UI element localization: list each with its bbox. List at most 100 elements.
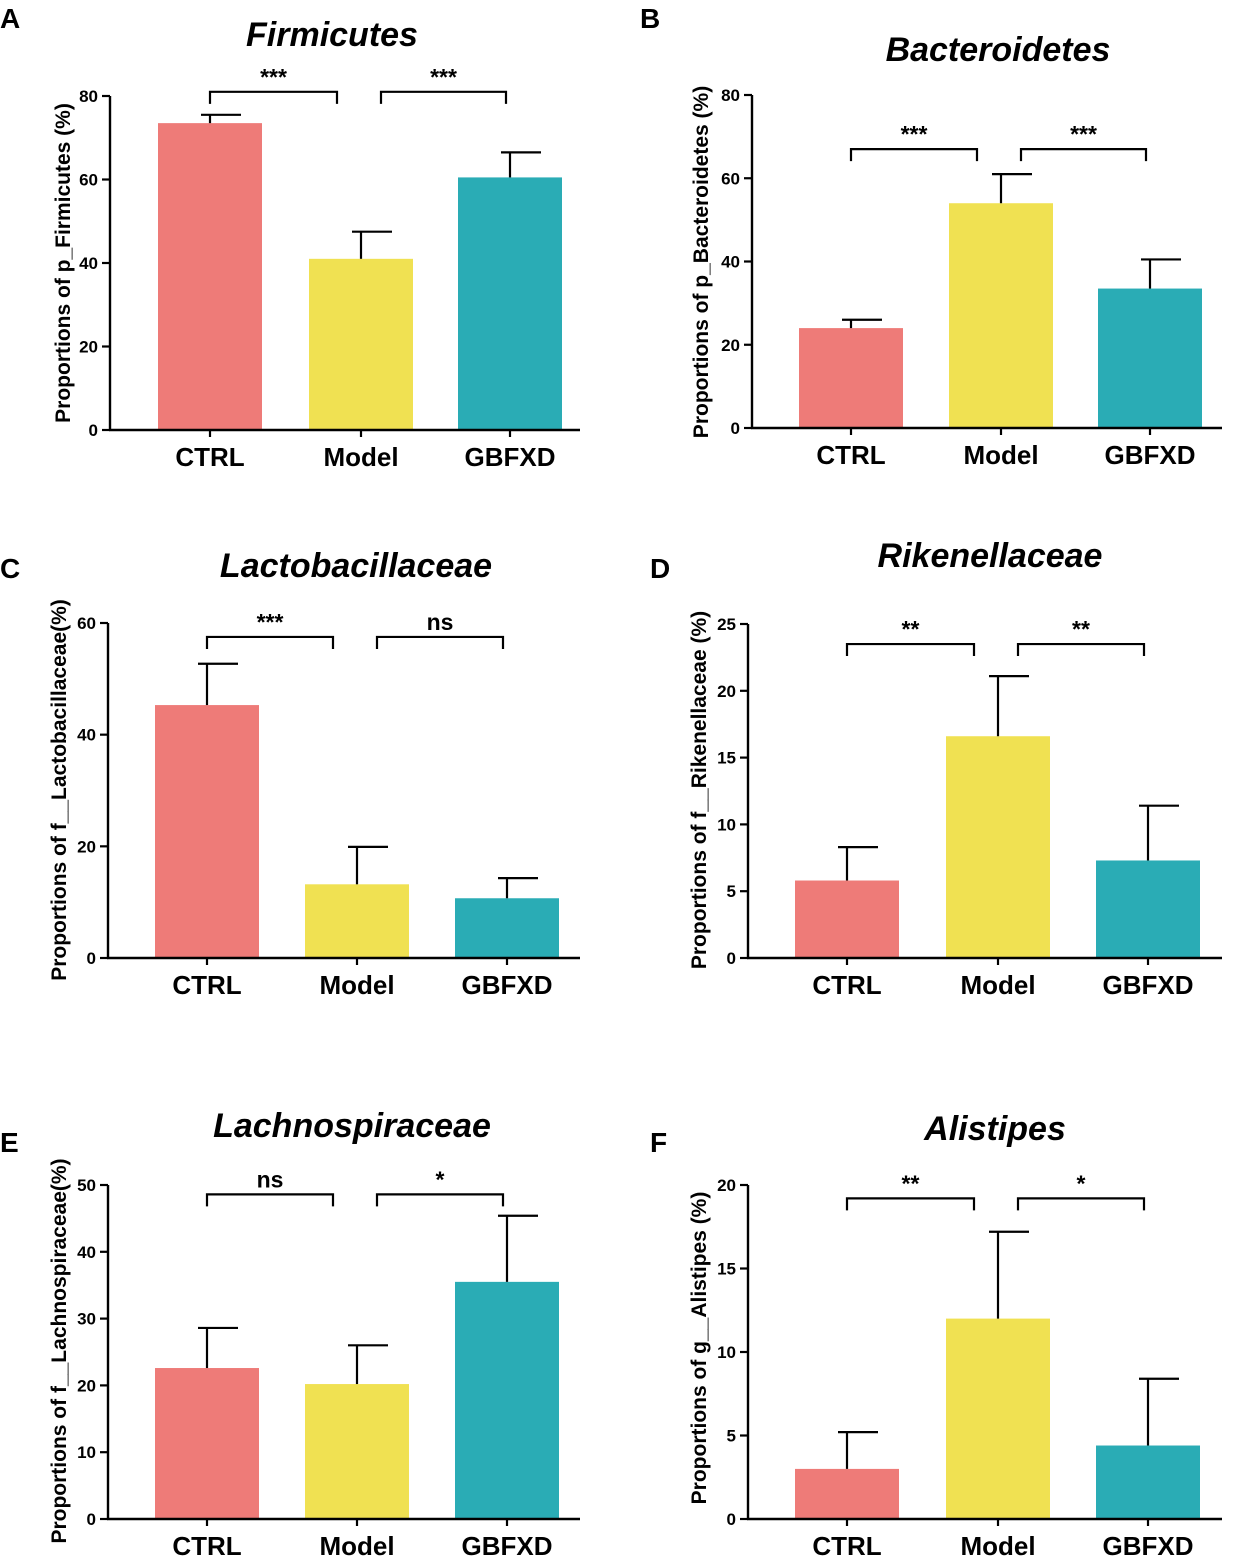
y-axis-label: Proportions of f__Lachnospiraceae(%) — [48, 1158, 71, 1543]
x-tick-label: GBFXD — [1103, 970, 1194, 1000]
x-tick-label: Model — [963, 440, 1038, 470]
chart-title: Alistipes — [923, 1110, 1066, 1148]
significance-label: * — [436, 1166, 445, 1192]
x-tick-label: CTRL — [816, 440, 885, 470]
significance-label: ** — [902, 1170, 920, 1196]
panel-f: F Alistipes Proportions of g__Alistipes … — [650, 1110, 1222, 1557]
bar-ctrl — [158, 123, 262, 430]
significance-label: ns — [257, 1166, 284, 1192]
chart-title: Lactobacillaceae — [220, 547, 492, 585]
y-axis-label: Proportions of p_Bacteroidetes (%) — [690, 86, 713, 438]
panel-a: A Firmicutes Proportions of p_Firmicutes… — [0, 3, 580, 472]
bar-model — [309, 258, 413, 430]
y-tick-label: 15 — [717, 1260, 736, 1279]
x-tick-label: Model — [960, 1531, 1035, 1557]
bar-model — [946, 1318, 1050, 1519]
bar-gbfxd — [1096, 860, 1200, 958]
y-tick-label: 0 — [87, 1510, 96, 1529]
y-tick-label: 10 — [717, 1343, 736, 1362]
y-tick-label: 20 — [717, 682, 736, 701]
y-tick-label: 25 — [717, 615, 736, 634]
panel-letter: A — [0, 3, 20, 34]
bar-gbfxd — [1098, 288, 1202, 428]
y-axis-label: Proportions of p_Firmicutes (%) — [52, 103, 75, 423]
y-tick-label: 10 — [717, 815, 736, 834]
x-tick-label: GBFXD — [462, 970, 553, 1000]
x-tick-label: CTRL — [172, 970, 241, 1000]
y-tick-label: 0 — [731, 419, 740, 438]
significance-label: *** — [1070, 121, 1097, 147]
y-tick-label: 60 — [79, 171, 98, 190]
significance-label: ns — [427, 609, 454, 635]
bar-gbfxd — [1096, 1445, 1200, 1519]
significance-bracket — [208, 90, 339, 104]
y-tick-label: 60 — [77, 614, 96, 633]
x-tick-label: Model — [319, 970, 394, 1000]
y-tick-label: 50 — [77, 1176, 96, 1195]
x-tick-label: Model — [319, 1531, 394, 1557]
x-tick-label: CTRL — [172, 1531, 241, 1557]
significance-label: *** — [257, 609, 284, 635]
panel-letter: D — [650, 553, 670, 584]
y-tick-label: 0 — [89, 421, 98, 440]
significance-bracket — [205, 1193, 335, 1207]
bar-model — [305, 884, 409, 958]
significance-label: *** — [260, 64, 287, 90]
panel-letter: F — [650, 1127, 667, 1158]
significance-bracket — [845, 642, 976, 657]
panel-d: D Rikenellaceae Proportions of f__Rikene… — [650, 537, 1222, 1000]
y-axis-label: Proportions of f__Lactobacillaceae(%) — [48, 599, 71, 981]
significance-bracket — [1016, 642, 1146, 657]
panel-letter: B — [640, 3, 660, 34]
bar-model — [946, 736, 1050, 958]
bar-model — [949, 203, 1053, 428]
y-tick-label: 20 — [79, 338, 98, 357]
significance-bracket — [375, 1193, 505, 1207]
y-tick-label: 40 — [77, 726, 96, 745]
x-tick-label: GBFXD — [1105, 440, 1196, 470]
significance-label: ** — [1072, 616, 1090, 642]
y-tick-label: 30 — [77, 1310, 96, 1329]
y-tick-label: 20 — [721, 336, 740, 355]
x-tick-label: Model — [323, 442, 398, 472]
significance-bracket — [205, 635, 335, 649]
x-tick-label: Model — [960, 970, 1035, 1000]
bar-gbfxd — [458, 177, 562, 430]
bar-model — [305, 1384, 409, 1519]
x-tick-label: GBFXD — [1103, 1531, 1194, 1557]
x-tick-label: CTRL — [812, 1531, 881, 1557]
y-tick-label: 20 — [717, 1176, 736, 1195]
significance-bracket — [849, 148, 979, 162]
y-tick-label: 5 — [727, 882, 736, 901]
bar-ctrl — [155, 1368, 259, 1519]
y-tick-label: 0 — [727, 949, 736, 968]
y-tick-label: 20 — [77, 1376, 96, 1395]
x-tick-label: CTRL — [175, 442, 244, 472]
y-tick-label: 5 — [727, 1427, 736, 1446]
y-tick-label: 0 — [87, 949, 96, 968]
y-tick-label: 40 — [79, 254, 98, 273]
significance-label: ** — [902, 616, 920, 642]
y-tick-label: 15 — [717, 749, 736, 768]
y-tick-label: 60 — [721, 169, 740, 188]
chart-title: Bacteroidetes — [886, 31, 1111, 69]
bar-gbfxd — [455, 898, 559, 958]
significance-label: *** — [901, 121, 928, 147]
y-tick-label: 0 — [727, 1510, 736, 1529]
chart-title: Rikenellaceae — [878, 537, 1103, 575]
chart-title: Firmicutes — [246, 16, 418, 54]
bar-ctrl — [799, 328, 903, 428]
significance-bracket — [845, 1197, 976, 1211]
x-tick-label: GBFXD — [462, 1531, 553, 1557]
y-tick-label: 80 — [721, 86, 740, 105]
y-tick-label: 80 — [79, 87, 98, 106]
bar-ctrl — [155, 705, 259, 958]
significance-bracket — [379, 90, 508, 104]
panel-b: B Bacteroidetes Proportions of p_Bactero… — [640, 3, 1222, 470]
y-tick-label: 40 — [721, 253, 740, 272]
x-tick-label: CTRL — [812, 970, 881, 1000]
panel-c: C Lactobacillaceae Proportions of f__Lac… — [0, 547, 580, 1000]
chart-title: Lachnospiraceae — [213, 1107, 491, 1145]
panel-letter: E — [0, 1127, 19, 1158]
